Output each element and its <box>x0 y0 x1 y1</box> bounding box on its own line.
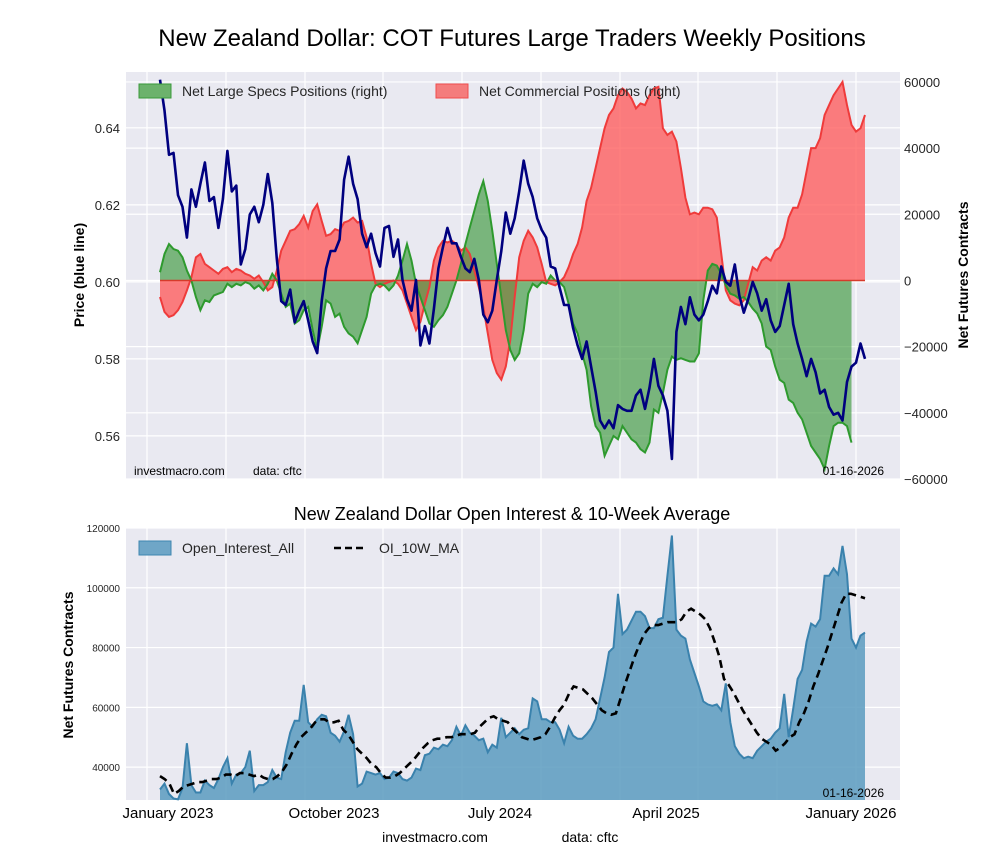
oi-area <box>160 535 865 800</box>
bottom-oi-area <box>159 535 866 801</box>
top-right-tick-label: 40000 <box>904 141 940 156</box>
top-note-date: 01-16-2026 <box>823 464 885 478</box>
bottom-x-axis: January 2023 October 2023 July 2024 April 2… <box>123 805 897 822</box>
legend-swatch-specs <box>138 83 172 99</box>
top-right-axis: −60000 −40000 −20000 0 20000 40000 60000 <box>904 75 948 487</box>
bottom-x-tick-label: October 2023 <box>289 805 380 822</box>
bottom-panel: New Zealand Dollar Open Interest & 10-We… <box>60 504 900 822</box>
legend-label-specs: Net Large Specs Positions (right) <box>182 83 387 99</box>
bottom-legend: Open_Interest_All OI_10W_MA <box>138 540 460 556</box>
top-panel: 0.56 0.58 0.60 0.62 0.64 −60000 −40000 −20000 0… <box>71 72 971 487</box>
bottom-y-axis-label: Net Futures Contracts <box>60 591 76 738</box>
top-right-tick-label: 0 <box>904 273 911 288</box>
oi-line <box>159 535 866 801</box>
bottom-title: New Zealand Dollar Open Interest & 10-We… <box>294 504 731 524</box>
top-left-tick-label: 0.56 <box>95 429 120 444</box>
top-right-tick-label: −60000 <box>904 472 948 487</box>
bottom-y-tick-label: 120000 <box>87 524 121 535</box>
bottom-y-axis: 40000 60000 80000 100000 120000 <box>87 524 121 774</box>
top-left-axis: 0.56 0.58 0.60 0.62 0.64 <box>95 121 120 444</box>
bottom-y-tick-label: 80000 <box>92 644 120 655</box>
top-left-tick-label: 0.58 <box>95 352 120 367</box>
bottom-x-tick-label: January 2026 <box>806 805 897 822</box>
bottom-y-tick-label: 100000 <box>87 584 121 595</box>
legend-label-oi: Open_Interest_All <box>182 540 294 556</box>
top-left-tick-label: 0.64 <box>95 121 120 136</box>
legend-label-ma: OI_10W_MA <box>379 540 460 556</box>
top-note-source: data: cftc <box>253 464 302 478</box>
bottom-ma-line <box>159 592 866 796</box>
footer-site: investmacro.com <box>382 829 488 845</box>
legend-swatch-oi <box>138 540 172 556</box>
bottom-y-tick-label: 40000 <box>92 763 120 774</box>
legend-swatch-commercial <box>435 83 469 99</box>
top-left-tick-label: 0.62 <box>95 198 120 213</box>
specs-line <box>159 177 853 473</box>
top-right-tick-label: 60000 <box>904 75 940 90</box>
figure-title: New Zealand Dollar: COT Futures Large Tr… <box>158 25 865 52</box>
bottom-x-tick-label: January 2023 <box>123 805 214 822</box>
top-left-axis-label: Price (blue line) <box>71 223 87 327</box>
top-note-site: investmacro.com <box>134 464 225 478</box>
top-right-tick-label: 20000 <box>904 207 940 222</box>
bottom-x-tick-label: April 2025 <box>632 805 700 822</box>
top-left-tick-label: 0.60 <box>95 275 120 290</box>
commercial-area <box>160 81 865 380</box>
top-areas <box>159 79 866 473</box>
bottom-x-tick-label: July 2024 <box>468 805 532 822</box>
top-right-axis-label: Net Futures Contracts <box>955 201 971 348</box>
top-legend: Net Large Specs Positions (right) Net Co… <box>138 83 681 99</box>
top-price-line <box>158 79 867 461</box>
top-right-tick-label: −40000 <box>904 406 948 421</box>
bottom-y-tick-label: 60000 <box>92 703 120 714</box>
bottom-note-date: 01-16-2026 <box>823 786 885 800</box>
top-right-tick-label: −20000 <box>904 340 948 355</box>
ma-line <box>159 592 866 796</box>
legend-label-commercial: Net Commercial Positions (right) <box>479 83 681 99</box>
price-line <box>158 79 867 461</box>
footer-source: data: cftc <box>562 829 619 845</box>
